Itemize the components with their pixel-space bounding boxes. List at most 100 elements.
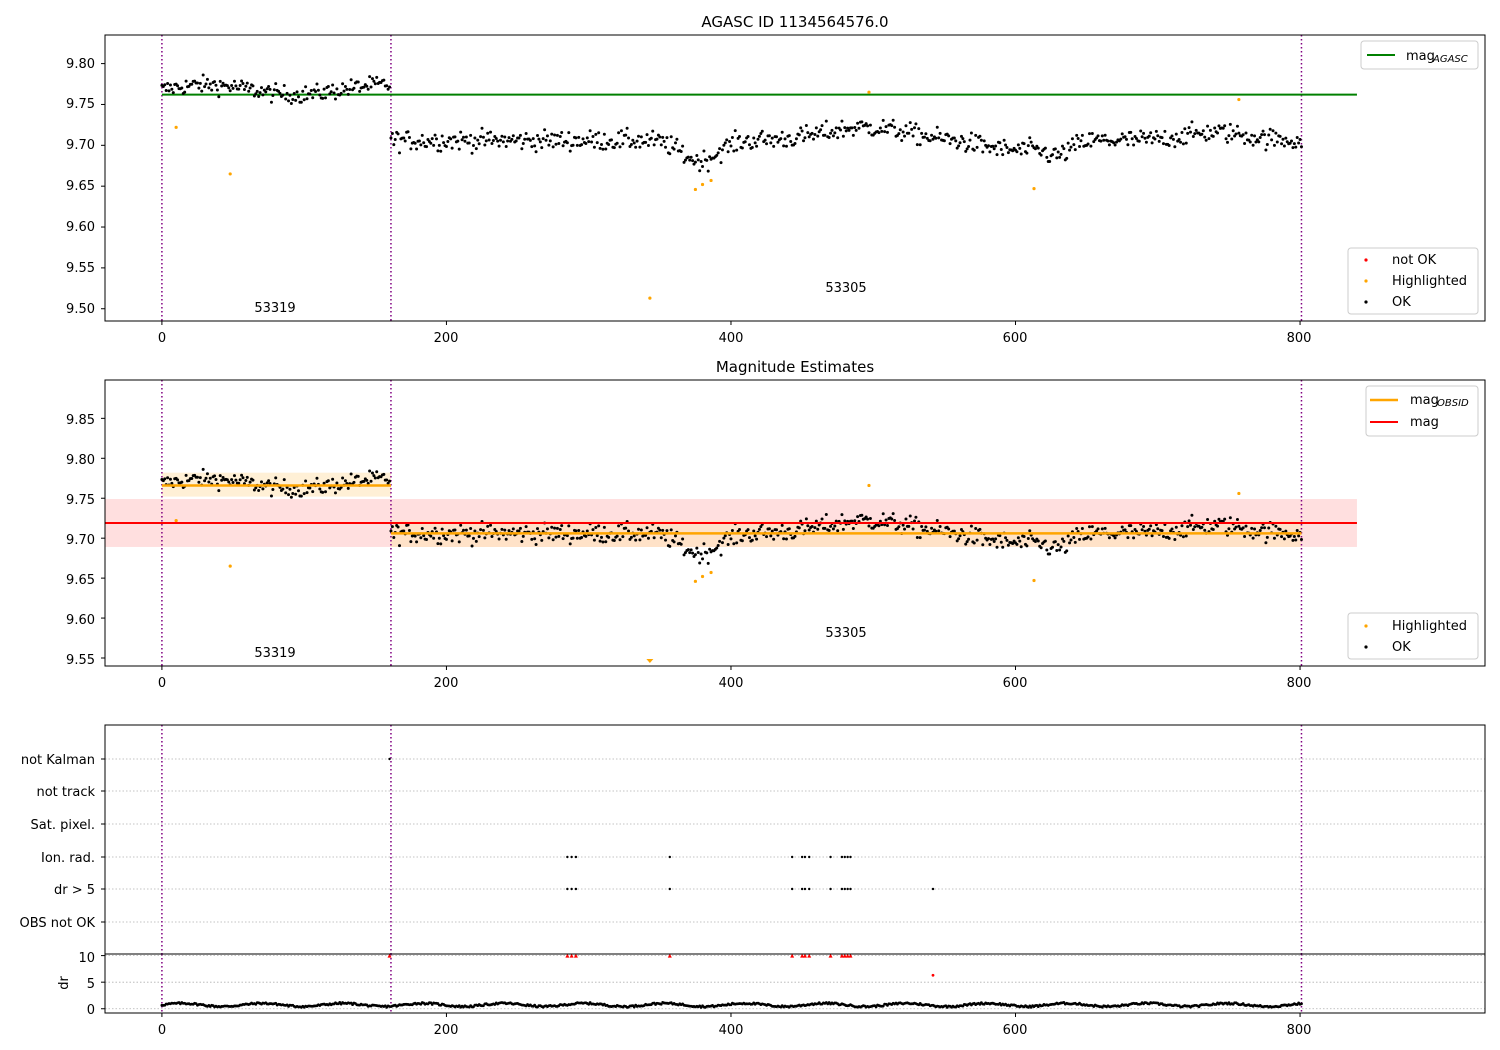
ok-point <box>511 134 515 138</box>
ok-point <box>348 88 352 92</box>
ok-point <box>302 98 306 102</box>
ok-point <box>981 543 985 547</box>
ok-point <box>459 523 463 527</box>
ok-point <box>565 534 569 538</box>
ok-point <box>1284 529 1288 533</box>
ok-point <box>784 537 788 541</box>
ok-point <box>1134 137 1138 141</box>
ok-point <box>829 524 833 528</box>
ok-point <box>1080 526 1084 530</box>
ok-point <box>1278 527 1282 531</box>
ok-point <box>261 487 265 491</box>
ok-point <box>903 134 907 138</box>
ok-point <box>718 539 722 543</box>
ok-point <box>278 91 282 95</box>
ok-point <box>723 141 727 145</box>
ok-point <box>911 134 915 138</box>
ok-point <box>844 129 848 133</box>
dr-clipped-marker <box>667 953 672 958</box>
ok-point <box>853 519 857 523</box>
ytick-label: 9.65 <box>66 573 95 588</box>
highlighted-point <box>1032 578 1036 583</box>
ok-point <box>436 542 440 546</box>
ok-point <box>375 75 379 79</box>
ok-point <box>201 73 205 77</box>
ok-point <box>1059 545 1063 549</box>
ok-point <box>481 135 485 139</box>
ok-point <box>958 534 962 538</box>
ok-point <box>358 89 362 93</box>
ok-point <box>1193 525 1197 529</box>
ok-point <box>574 136 578 140</box>
ok-point <box>292 91 296 95</box>
ok-point <box>1253 527 1257 531</box>
ok-point <box>234 478 238 482</box>
flag-point <box>808 855 811 859</box>
ok-point <box>600 535 604 539</box>
ok-point <box>938 131 942 135</box>
ok-point <box>834 519 838 523</box>
ok-point <box>1294 538 1298 542</box>
flag-label-not-track: not track <box>36 785 95 800</box>
ok-point <box>257 488 261 492</box>
ok-point <box>715 546 719 550</box>
panel-agasc: AGASC ID 1134564576.0 9.80 9.75 9.70 9.6… <box>66 13 1486 346</box>
ok-point <box>649 136 653 140</box>
ok-point <box>227 480 231 484</box>
ok-point <box>1241 133 1245 137</box>
ok-point <box>746 135 750 139</box>
panel-agasc-xticks: 0 200 400 600 800 <box>158 331 1312 346</box>
ok-point <box>891 512 895 516</box>
ok-point <box>567 131 571 135</box>
ok-point <box>827 529 831 533</box>
ok-point <box>1120 132 1124 136</box>
ok-point <box>252 488 256 492</box>
panel-magnitude-yticks: 9.85 9.80 9.75 9.70 9.65 9.60 9.55 <box>66 413 95 668</box>
legend-mag-agasc: mag AGASC <box>1360 40 1479 70</box>
ok-point <box>732 542 736 546</box>
ok-point <box>922 135 926 139</box>
ok-point <box>732 149 736 153</box>
ok-point <box>1261 129 1265 133</box>
ok-point <box>965 147 969 151</box>
ok-point <box>254 486 258 490</box>
ok-point <box>598 539 602 543</box>
ok-point <box>665 529 669 533</box>
ok-point <box>257 95 261 99</box>
highlighted-point <box>174 519 178 523</box>
ok-point <box>214 83 218 87</box>
ok-point <box>629 535 633 539</box>
ok-point <box>437 536 441 540</box>
ok-point <box>830 128 834 132</box>
ok-point <box>621 535 625 539</box>
ok-point <box>1043 146 1047 150</box>
ok-point <box>540 538 544 542</box>
ok-point <box>242 88 246 92</box>
ok-point <box>259 86 263 90</box>
dr-point <box>881 1004 885 1008</box>
ok-point <box>740 146 744 150</box>
obsid-label-53319: 53319 <box>254 301 295 316</box>
ok-point <box>385 478 389 482</box>
ok-point <box>459 130 463 134</box>
ok-point <box>389 529 393 533</box>
ok-point <box>769 534 773 538</box>
ok-point <box>597 131 601 135</box>
ok-point <box>631 138 635 142</box>
ok-point <box>230 478 234 482</box>
ok-point <box>1217 517 1221 521</box>
ok-point <box>479 528 483 532</box>
ok-point <box>604 540 608 544</box>
ok-point <box>368 75 372 79</box>
ok-point <box>878 126 882 130</box>
ok-point <box>891 118 895 122</box>
ok-point <box>682 553 686 557</box>
ok-point <box>521 141 525 145</box>
ok-point <box>331 477 335 481</box>
ok-point <box>601 147 605 151</box>
ok-point <box>407 135 411 139</box>
ok-point <box>1137 139 1141 143</box>
xtick-label: 400 <box>719 331 744 346</box>
ok-point <box>217 489 221 493</box>
